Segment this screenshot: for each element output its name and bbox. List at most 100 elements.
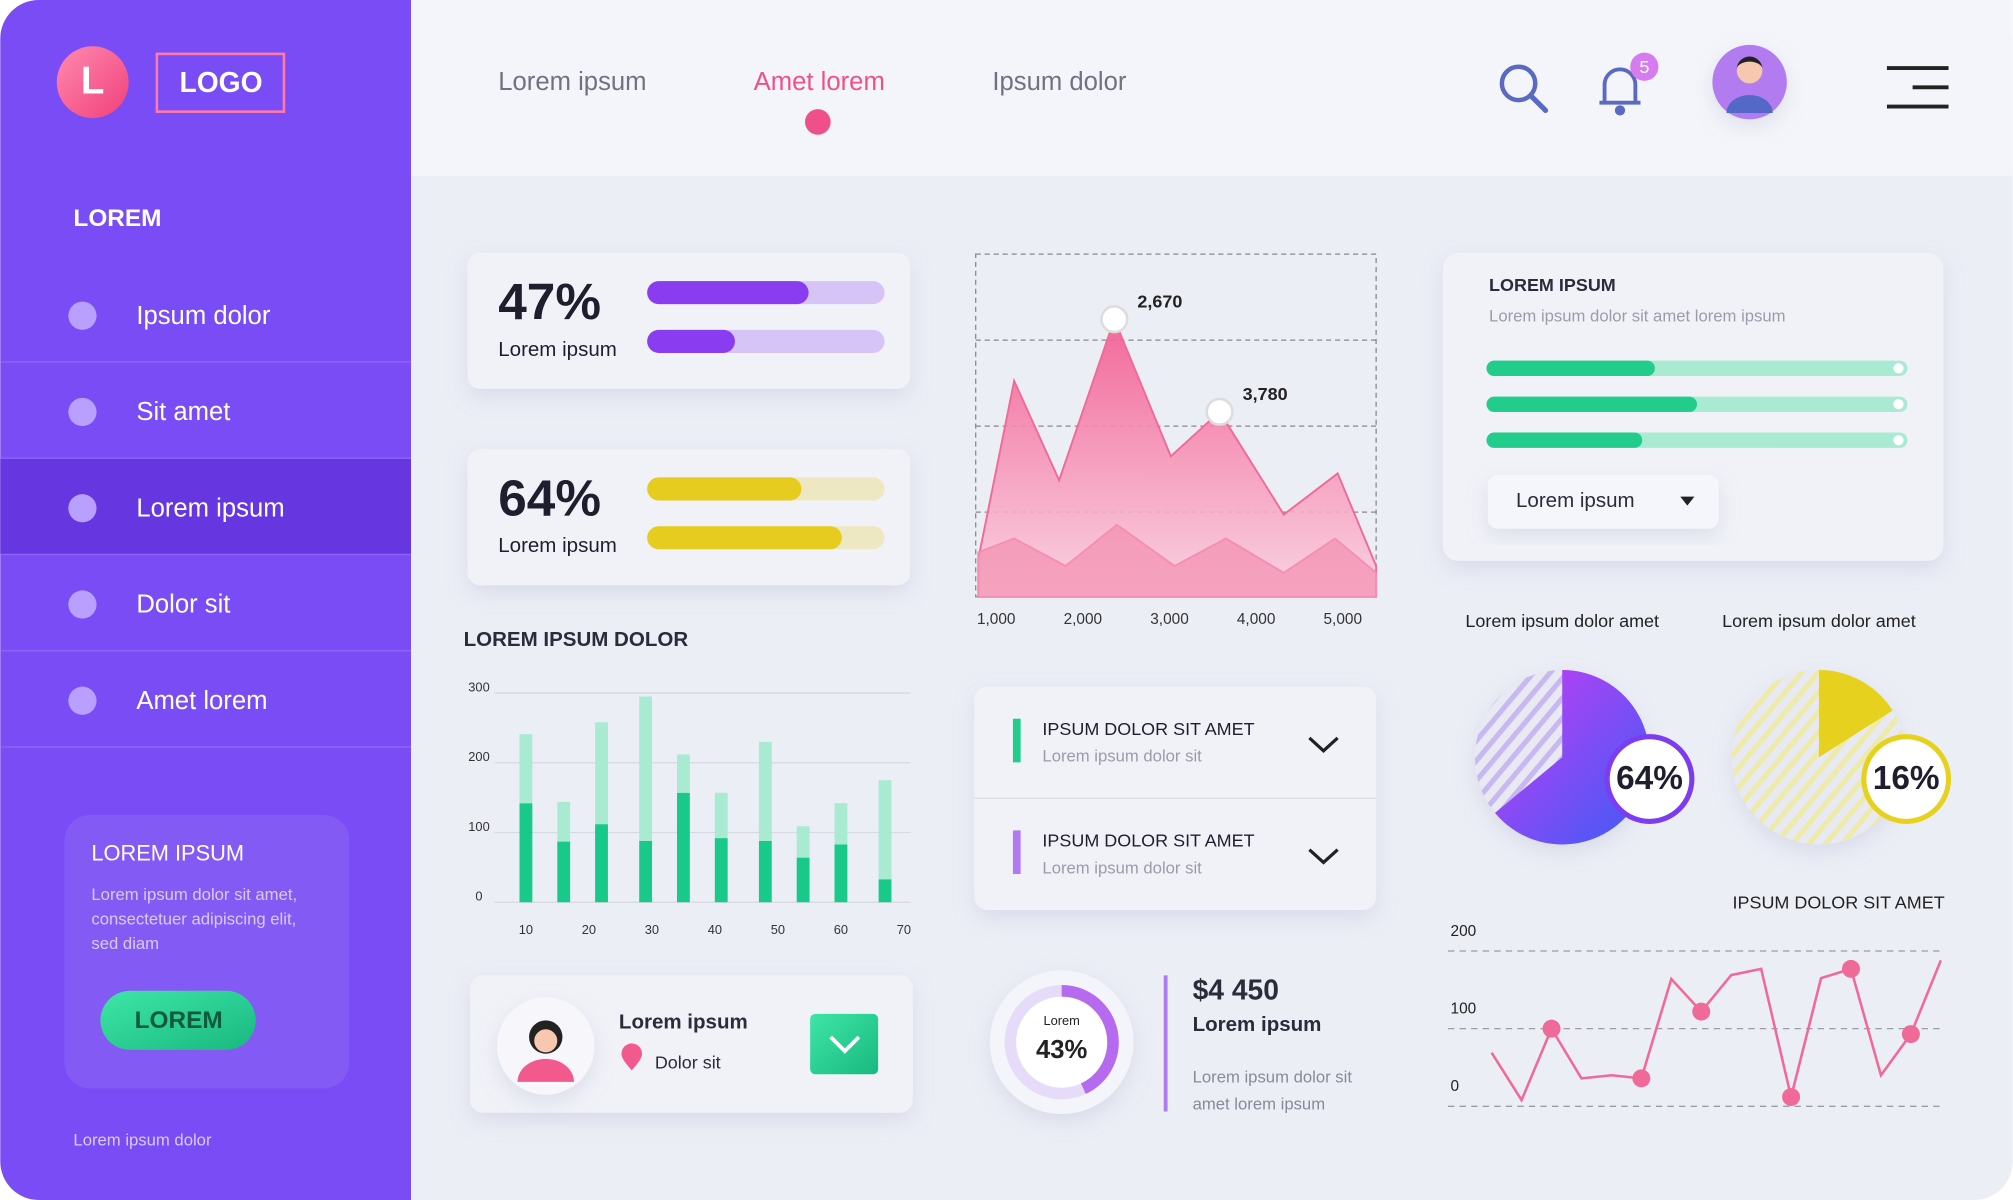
stat-value: 64% — [498, 469, 601, 526]
bell-icon[interactable] — [1599, 67, 1641, 116]
section-title: LOREM — [73, 205, 161, 232]
area-marker — [1100, 305, 1129, 334]
active-dot — [805, 109, 831, 135]
logo: LOGO — [179, 66, 262, 98]
amount-label: Lorem ipsum — [1193, 1013, 1322, 1036]
pie-value: 64% — [1616, 760, 1683, 797]
y-tick-label: 200 — [1451, 923, 1477, 940]
dropdown-arrow — [1680, 496, 1695, 506]
bar — [714, 792, 728, 839]
menu-item[interactable]: Amet lorem — [136, 687, 267, 715]
nav-tab[interactable]: Lorem ipsum — [498, 68, 646, 96]
dropdown[interactable] — [1487, 474, 1719, 529]
line-marker — [1782, 1088, 1801, 1106]
area — [977, 523, 1378, 598]
check-chevron — [829, 1035, 861, 1054]
bar — [557, 801, 571, 842]
line-title: IPSUM DOLOR SIT AMET — [1733, 892, 1945, 912]
line-marker — [1901, 1025, 1920, 1044]
promo-title: LOREM IPSUM — [91, 841, 244, 866]
line-marker — [1542, 1019, 1561, 1038]
promo-text: Lorem ipsum dolor sit amet, — [91, 885, 297, 904]
stat-label: Lorem ipsum — [498, 534, 617, 557]
annotation: 3,780 — [1243, 384, 1288, 404]
bar-chart-title: LOREM IPSUM DOLOR — [464, 628, 689, 651]
nav-tab[interactable]: Amet lorem — [754, 68, 885, 96]
bar-fill — [647, 526, 842, 550]
menu-item[interactable]: Dolor sit — [136, 591, 230, 619]
promo-button-label[interactable]: LOREM — [135, 1007, 223, 1034]
bar-fill — [647, 477, 802, 501]
bar — [639, 696, 653, 841]
x-tick-label: 5,000 — [1324, 611, 1363, 628]
badge — [1630, 52, 1659, 81]
stat-label: Lorem ipsum — [498, 338, 617, 361]
menu-item[interactable]: Ipsum dolor — [136, 302, 271, 330]
x-tick-label: 1,000 — [977, 611, 1016, 628]
y-tick-label: 0 — [475, 889, 482, 904]
avatar-figure — [1726, 56, 1773, 113]
x-tick-label: 10 — [519, 922, 533, 937]
dropdown-label[interactable]: Lorem ipsum — [1516, 489, 1635, 512]
y-tick-label: 0 — [1451, 1078, 1460, 1095]
x-tick-label: 2,000 — [1064, 611, 1103, 628]
menu-icon — [68, 590, 97, 619]
annotation: 2,670 — [1137, 291, 1182, 311]
nav-tab[interactable]: Ipsum dolor — [992, 68, 1127, 96]
pie-badge — [1861, 734, 1952, 824]
search-icon[interactable] — [1499, 64, 1549, 113]
x-tick-label: 70 — [897, 922, 911, 937]
y-tick-label: 300 — [468, 679, 489, 694]
line-marker — [1632, 1069, 1651, 1088]
accordion-title[interactable]: IPSUM DOLOR SIT AMET — [1042, 719, 1254, 739]
accent — [1012, 718, 1021, 763]
menu-icon — [68, 301, 97, 330]
progress-knob — [1893, 363, 1904, 374]
line — [1490, 959, 1943, 1103]
menu-icon[interactable] — [1886, 66, 1949, 109]
pie-badge — [1604, 734, 1695, 824]
pie-caption: Lorem ipsum dolor amet — [1465, 611, 1659, 631]
x-tick-label: 50 — [771, 922, 785, 937]
pie-caption: Lorem ipsum dolor amet — [1722, 611, 1916, 631]
logo-letter: L — [81, 60, 105, 103]
pie-value: 16% — [1873, 760, 1940, 797]
promo-text: sed diam — [91, 934, 159, 953]
profile-location: Dolor sit — [655, 1053, 721, 1073]
logo-box — [155, 52, 286, 113]
check-button[interactable] — [810, 1013, 879, 1075]
amount-text: amet lorem ipsum — [1193, 1094, 1326, 1113]
bar — [595, 722, 608, 825]
profile-figure — [517, 1020, 574, 1082]
progress-fill — [1486, 360, 1655, 377]
promo-button[interactable] — [100, 990, 256, 1050]
stat-value: 47% — [498, 273, 601, 330]
bar — [878, 879, 892, 903]
accordion-title[interactable]: IPSUM DOLOR SIT AMET — [1042, 831, 1254, 851]
bar — [677, 754, 690, 793]
bar — [834, 844, 848, 903]
menu-item[interactable]: Lorem ipsum — [136, 494, 284, 522]
line-marker — [1692, 1002, 1711, 1021]
bar-fill — [647, 329, 735, 353]
bar — [878, 780, 892, 880]
profile-name: Lorem ipsum — [619, 1010, 748, 1033]
chevron[interactable] — [1308, 736, 1339, 753]
badge-count: 5 — [1639, 57, 1649, 77]
menu-icon — [68, 494, 97, 523]
menu-item[interactable]: Sit amet — [136, 398, 230, 426]
progress-title: LOREM IPSUM — [1489, 275, 1616, 295]
bar-fill — [647, 281, 809, 305]
bar — [639, 840, 653, 903]
amount-value: $4 450 — [1193, 974, 1279, 1006]
bar — [557, 841, 571, 903]
y-tick-label: 100 — [468, 819, 489, 834]
y-tick-label: 200 — [468, 749, 489, 764]
chevron[interactable] — [1308, 848, 1339, 865]
x-tick-label: 40 — [708, 922, 722, 937]
bar — [758, 840, 772, 903]
menu-icon — [68, 397, 97, 427]
bar — [758, 741, 772, 841]
accent — [1012, 830, 1021, 875]
donut-value: 43% — [1036, 1036, 1088, 1064]
